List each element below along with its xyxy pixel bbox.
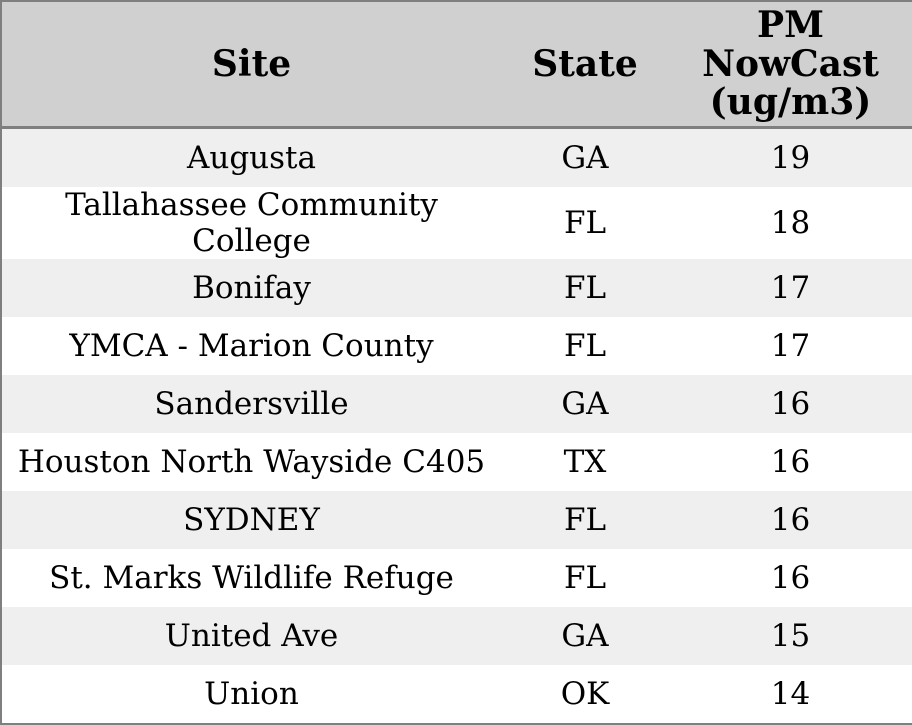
site-cell: Tallahassee Community College [65,187,438,259]
table-row: Houston North Wayside C405 TX 16 [1,433,912,491]
pm-nowcast-cell: 16 [770,502,811,538]
state-cell: FL [563,560,607,596]
state-cell: FL [563,270,607,306]
table-row: SYDNEY FL 16 [1,491,912,549]
table-row: Tallahassee Community College FL 18 [1,187,912,259]
site-cell: SYDNEY [183,502,320,538]
pm-nowcast-cell: 19 [770,140,811,176]
pm-nowcast-cell: 14 [770,676,811,712]
column-header-site: Site [1,1,501,129]
state-cell: OK [560,676,610,712]
table-row: Sandersville GA 16 [1,375,912,433]
column-header-state: State [501,1,669,129]
table-header: Site State PM NowCast (ug/m3) [1,1,912,129]
state-cell: GA [561,386,609,422]
site-cell: YMCA - Marion County [69,328,434,364]
site-cell: Houston North Wayside C405 [17,444,486,480]
pm-nowcast-cell: 17 [770,270,811,306]
table-row: Augusta GA 19 [1,127,912,187]
state-cell: FL [563,502,607,538]
pm-nowcast-cell: 16 [770,444,811,480]
site-cell: Sandersville [154,386,349,422]
site-cell: St. Marks Wildlife Refuge [49,560,454,596]
table-row: St. Marks Wildlife Refuge FL 16 [1,549,912,607]
header-row: Site State PM NowCast (ug/m3) [1,1,912,129]
state-cell: TX [563,444,607,480]
site-cell: Union [204,676,299,712]
pm-nowcast-cell: 15 [770,618,811,654]
table-row: United Ave GA 15 [1,607,912,665]
table-body: Augusta GA 19 Tallahassee Community Coll… [1,127,912,724]
pm-nowcast-cell: 16 [770,560,811,596]
state-cell: FL [563,328,607,364]
pm-nowcast-cell: 17 [770,328,811,364]
pm-nowcast-cell: 16 [770,386,811,422]
state-cell: FL [563,205,607,241]
state-cell: GA [561,618,609,654]
table-row: Bonifay FL 17 [1,259,912,317]
site-cell: United Ave [164,618,339,654]
site-cell: Augusta [186,140,316,176]
column-header-pm-nowcast: PM NowCast (ug/m3) [669,1,912,129]
state-cell: GA [561,140,609,176]
pm-nowcast-cell: 18 [770,205,811,241]
table-row: YMCA - Marion County FL 17 [1,317,912,375]
site-cell: Bonifay [192,270,311,306]
table-row: Union OK 14 [1,665,912,724]
